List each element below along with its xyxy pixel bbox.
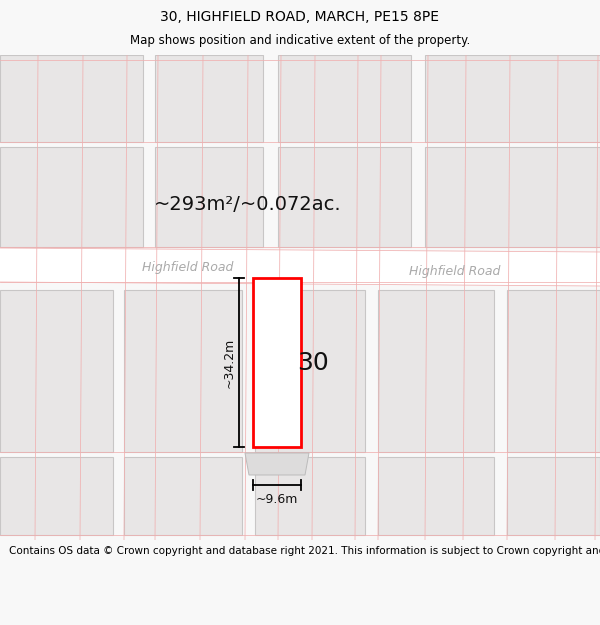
Bar — [507, 290, 600, 452]
Polygon shape — [0, 248, 600, 286]
Text: ~293m²/~0.072ac.: ~293m²/~0.072ac. — [154, 196, 342, 214]
Text: 30: 30 — [297, 351, 329, 374]
Text: ~9.6m: ~9.6m — [256, 493, 298, 506]
Bar — [378, 457, 494, 535]
Text: Contains OS data © Crown copyright and database right 2021. This information is : Contains OS data © Crown copyright and d… — [9, 546, 600, 556]
Bar — [155, 55, 263, 142]
Bar — [507, 457, 600, 535]
Bar — [278, 55, 411, 142]
Bar — [0, 55, 143, 142]
Text: ~34.2m: ~34.2m — [223, 338, 235, 388]
Bar — [155, 147, 263, 247]
Bar — [278, 147, 411, 247]
Text: 30, HIGHFIELD ROAD, MARCH, PE15 8PE: 30, HIGHFIELD ROAD, MARCH, PE15 8PE — [161, 10, 439, 24]
Text: Highfield Road: Highfield Road — [409, 264, 500, 278]
Bar — [378, 290, 494, 452]
Bar — [0, 147, 143, 247]
Bar — [124, 457, 242, 535]
Text: Map shows position and indicative extent of the property.: Map shows position and indicative extent… — [130, 34, 470, 47]
Bar — [425, 147, 600, 247]
Bar — [124, 290, 242, 452]
Bar — [425, 55, 600, 142]
Bar — [253, 278, 301, 447]
Polygon shape — [245, 453, 309, 475]
Bar — [255, 457, 365, 535]
Bar — [0, 290, 113, 452]
Bar — [255, 290, 365, 452]
Bar — [0, 457, 113, 535]
Text: Highfield Road: Highfield Road — [142, 261, 233, 274]
